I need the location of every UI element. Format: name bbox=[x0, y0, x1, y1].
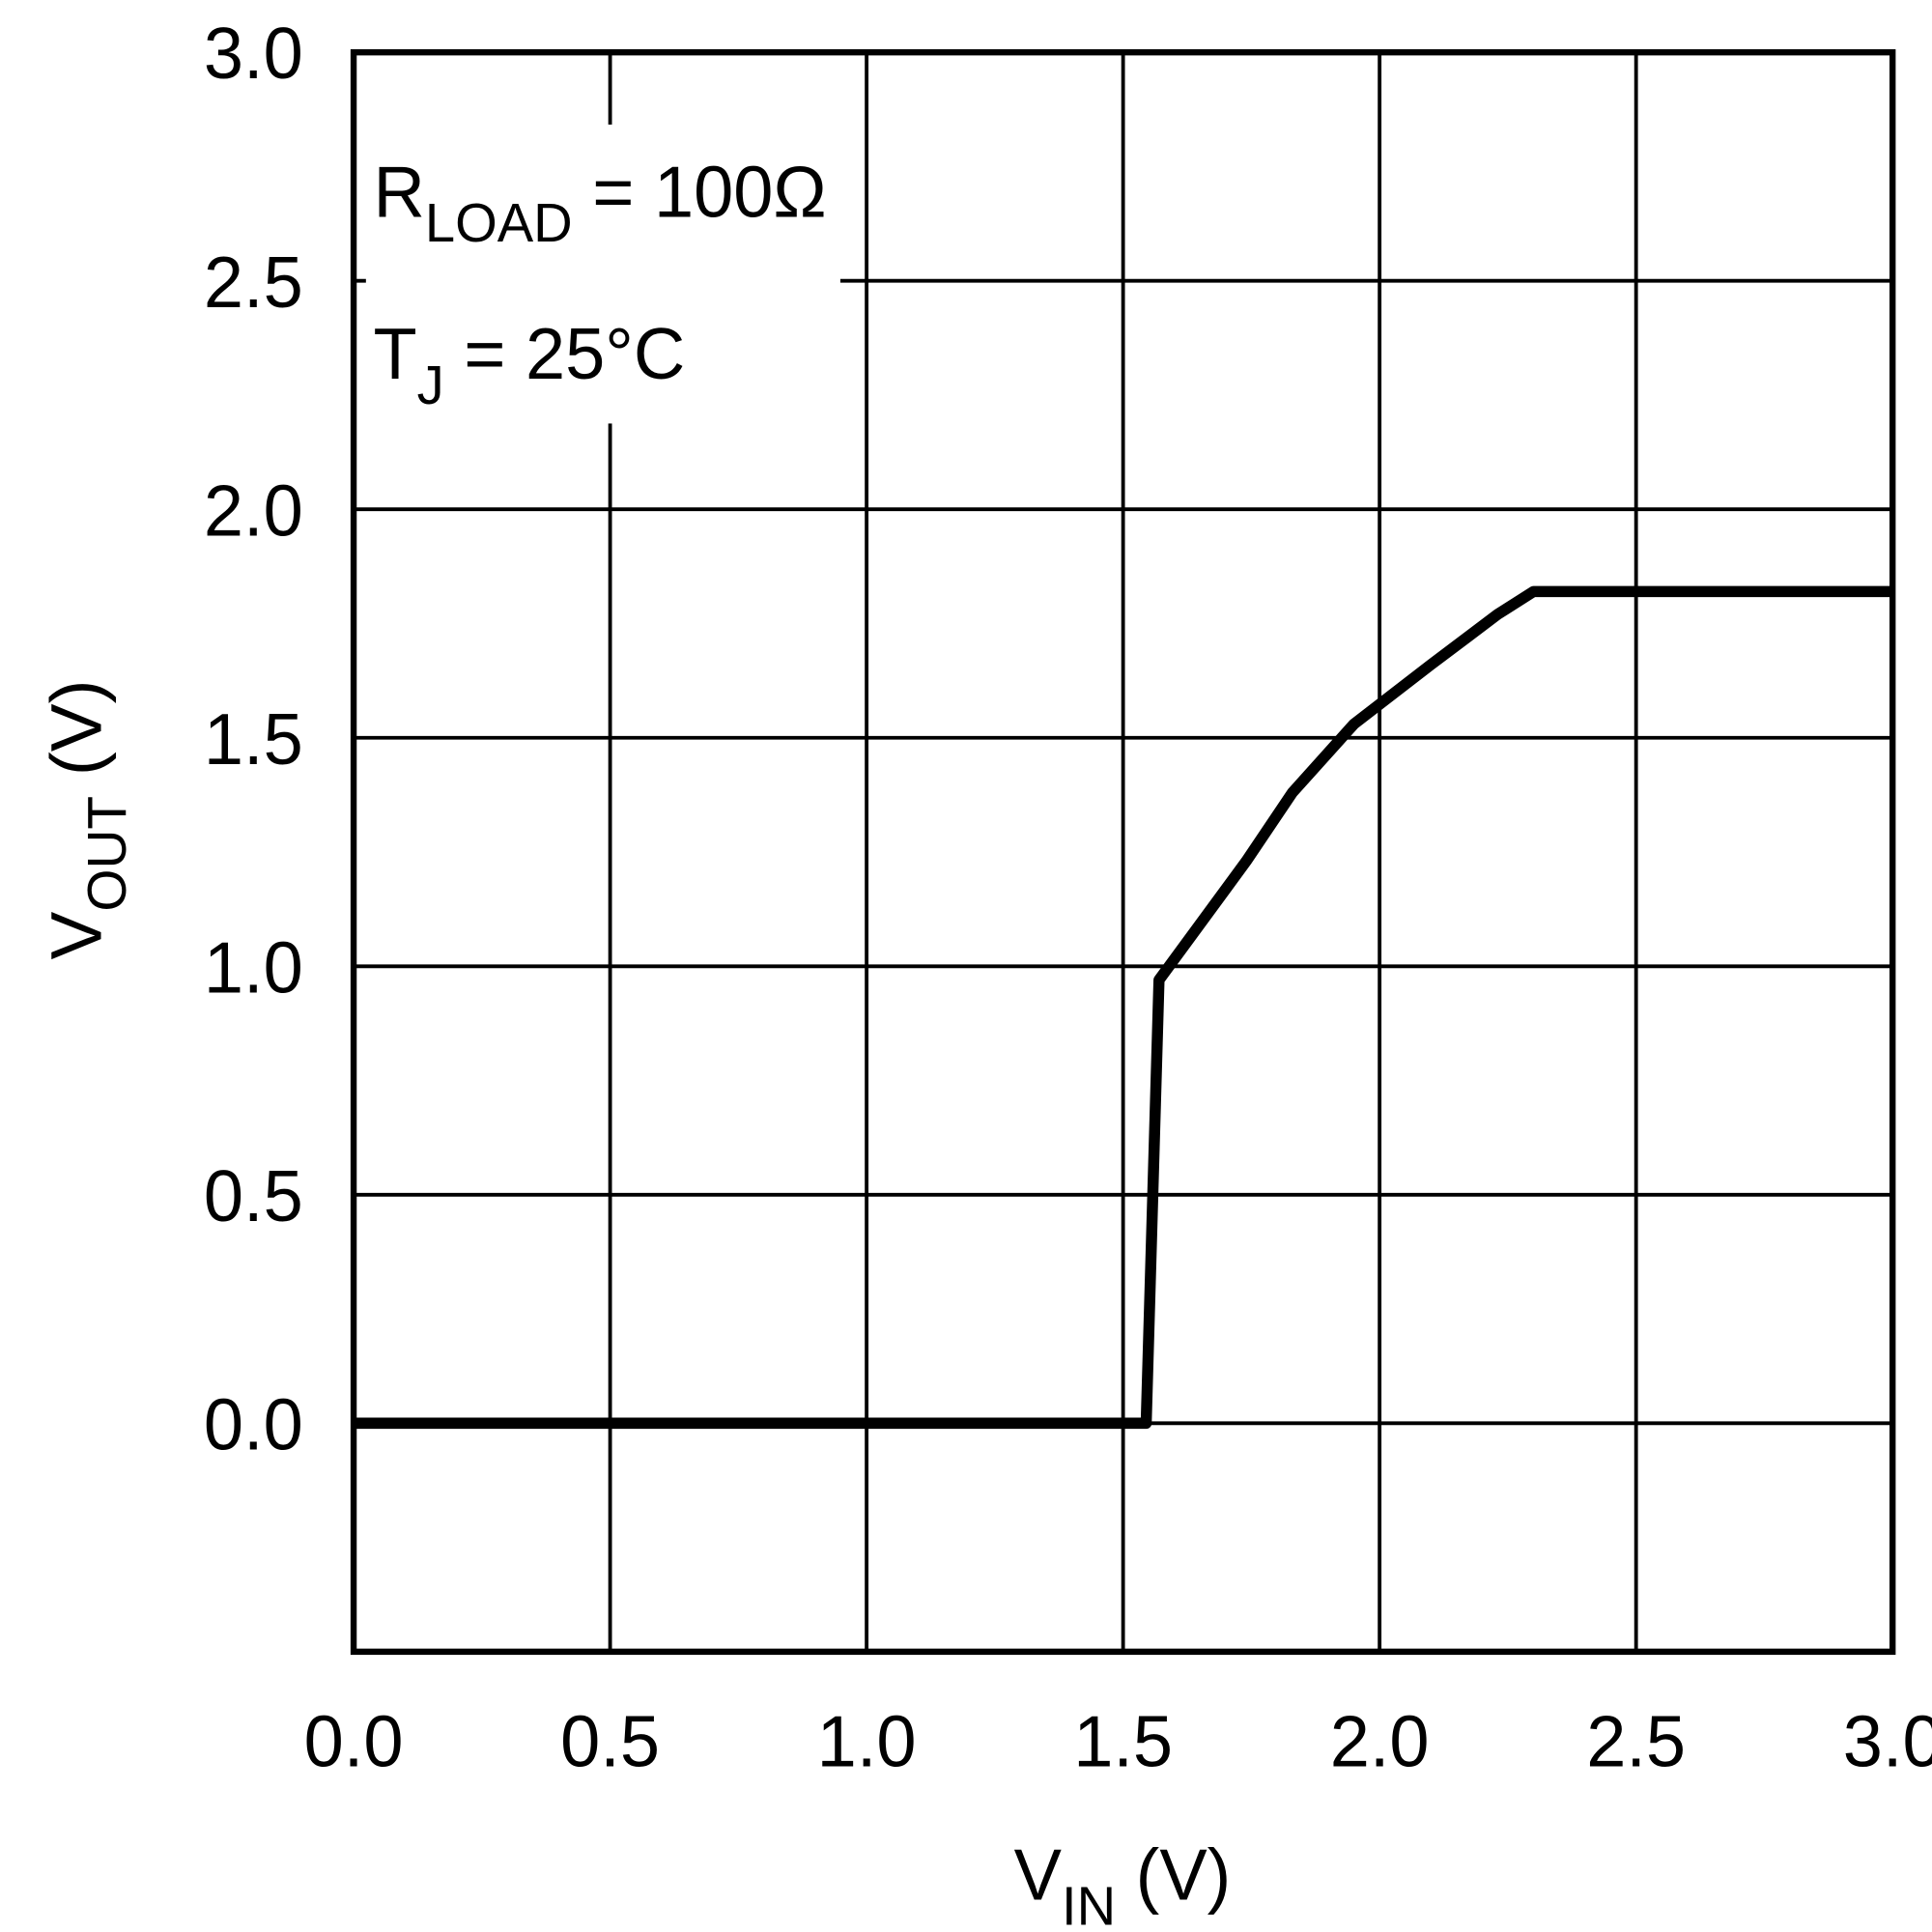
y-tick-label: 1.5 bbox=[204, 698, 303, 779]
y-tick-label: 0.0 bbox=[204, 1384, 303, 1464]
x-tick-label: 2.0 bbox=[1330, 1701, 1430, 1781]
x-axis-label-main: V bbox=[1014, 1834, 1063, 1915]
y-tick-label: 2.5 bbox=[204, 242, 303, 322]
y-axis-label: VOUT (V) bbox=[37, 679, 137, 959]
x-axis-label-rest: (V) bbox=[1116, 1834, 1231, 1915]
x-tick-label: 1.5 bbox=[1073, 1701, 1173, 1781]
annotation-rest: = 25°C bbox=[444, 314, 686, 394]
x-tick-label: 3.0 bbox=[1843, 1701, 1932, 1781]
y-axis-label-rest: (V) bbox=[37, 679, 117, 795]
x-tick-label: 2.5 bbox=[1586, 1701, 1686, 1781]
x-tick-label: 1.0 bbox=[817, 1701, 917, 1781]
y-tick-label: 2.0 bbox=[204, 470, 303, 551]
y-tick-label: 1.0 bbox=[204, 927, 303, 1008]
annotation-sub: LOAD bbox=[425, 192, 573, 253]
y-tick-label: 3.0 bbox=[204, 14, 303, 94]
y-tick-label: 0.5 bbox=[204, 1156, 303, 1236]
plot-frame bbox=[350, 48, 1896, 1656]
y-axis-label-sub: OUT bbox=[76, 796, 137, 912]
x-axis-label-sub: IN bbox=[1062, 1875, 1116, 1932]
annotation: RLOAD = 100Ω bbox=[373, 152, 826, 253]
annotation-backdrop bbox=[365, 124, 840, 424]
data-line bbox=[354, 585, 1893, 1430]
annotation-sub: J bbox=[417, 355, 444, 415]
y-axis-label-main: V bbox=[37, 911, 117, 959]
x-axis-label: VIN (V) bbox=[1014, 1834, 1232, 1932]
x-tick-label: 0.5 bbox=[560, 1701, 660, 1781]
annotation-rest: = 100Ω bbox=[573, 152, 827, 232]
annotation-main: T bbox=[373, 314, 416, 394]
annotation-main: R bbox=[373, 152, 424, 232]
annotation: TJ = 25°C bbox=[373, 314, 685, 415]
x-tick-label: 0.0 bbox=[304, 1701, 404, 1781]
